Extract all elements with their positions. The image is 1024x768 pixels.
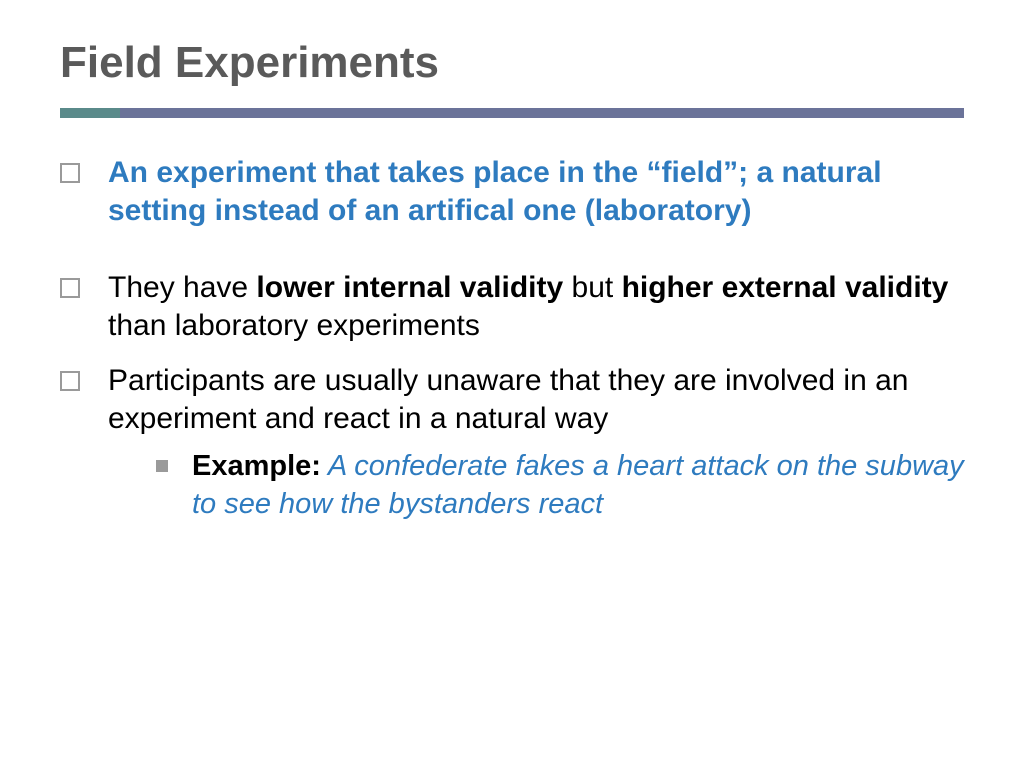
bullet-text-bold: lower internal validity bbox=[256, 271, 563, 304]
bullet-item: Participants are usually unaware that th… bbox=[60, 362, 964, 524]
bullet-item: An experiment that takes place in the “f… bbox=[60, 154, 964, 231]
bullet-text-bold: higher external validity bbox=[622, 271, 949, 304]
example-label: Example: bbox=[192, 450, 321, 482]
sub-bullet-item: Example: A confederate fakes a heart att… bbox=[156, 448, 964, 523]
divider bbox=[60, 108, 964, 118]
bullet-text-pre: They have bbox=[108, 271, 256, 304]
slide-title: Field Experiments bbox=[60, 38, 964, 88]
bullet-text-post: than laboratory experiments bbox=[108, 309, 480, 342]
bullet-item: They have lower internal validity but hi… bbox=[60, 269, 964, 346]
bullet-list: An experiment that takes place in the “f… bbox=[60, 154, 964, 524]
divider-accent bbox=[60, 108, 120, 118]
sub-bullet-list: Example: A confederate fakes a heart att… bbox=[108, 448, 964, 523]
slide-container: Field Experiments An experiment that tak… bbox=[0, 0, 1024, 768]
divider-main bbox=[120, 108, 964, 118]
spacer bbox=[60, 247, 964, 269]
bullet-text-highlight: An experiment that takes place in the “f… bbox=[108, 156, 882, 227]
bullet-text: Participants are usually unaware that th… bbox=[108, 364, 908, 435]
bullet-text-mid: but bbox=[563, 271, 621, 304]
